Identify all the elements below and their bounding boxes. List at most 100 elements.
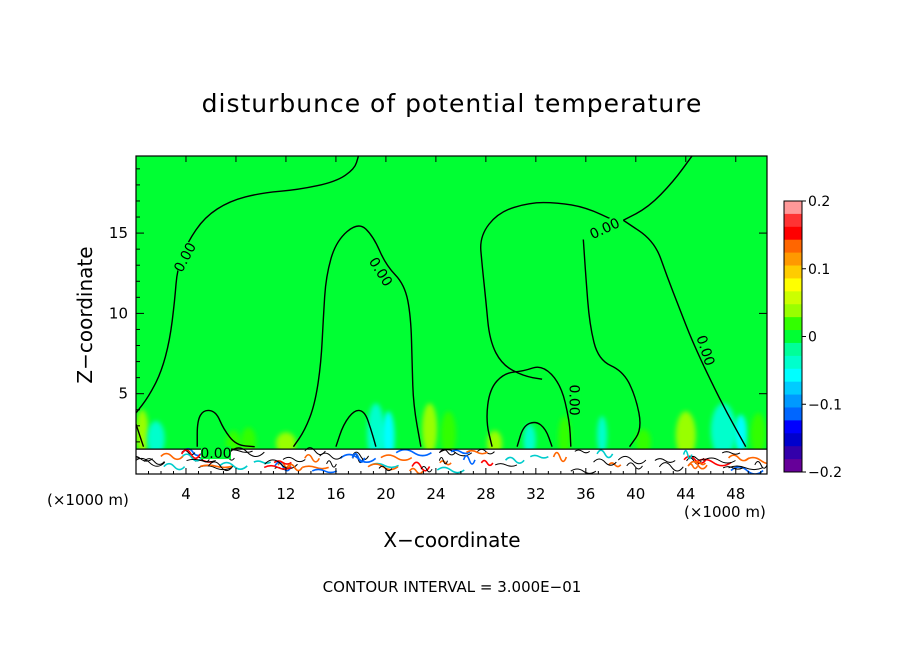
colorbar-swatch <box>784 317 802 331</box>
surface-contour <box>282 456 306 463</box>
surface-contour <box>596 449 614 459</box>
surface-contour <box>450 449 471 455</box>
zero-contour <box>196 409 255 448</box>
chart-title: disturbunce of potential temperature <box>202 89 703 118</box>
colorbar-tick-label: 0 <box>808 330 817 346</box>
surface-contour <box>264 459 298 470</box>
x-tick-label: 4 <box>181 485 191 503</box>
surface-contour <box>754 461 767 469</box>
x-tick-label: 8 <box>231 485 241 503</box>
colorbar-swatch <box>784 252 802 267</box>
colorbar-swatch <box>784 342 802 357</box>
surface-contour <box>263 464 292 470</box>
surface-contour <box>721 451 741 455</box>
colorbar-swatch <box>784 381 802 396</box>
colorbar-swatch <box>784 368 802 383</box>
colorbar-swatch <box>784 304 802 318</box>
x-tick-label: 40 <box>626 485 645 503</box>
zero-contour <box>622 219 747 448</box>
x-tick-label: 32 <box>526 485 545 503</box>
zero-contour <box>480 201 618 380</box>
x-tick-label: 28 <box>476 485 495 503</box>
surface-contour <box>552 451 568 463</box>
x-tick-label: 44 <box>676 485 695 503</box>
surface-contour <box>438 457 448 465</box>
surface-contour <box>722 466 743 470</box>
colorbar: 0.2 0.1 0 −0.1 −0.2 <box>783 194 842 481</box>
anomaly-blob <box>136 409 149 455</box>
colorbar-swatch <box>784 459 802 473</box>
x-tick-label: 48 <box>726 485 745 503</box>
surface-contour <box>219 461 248 470</box>
surface-contour <box>682 449 693 460</box>
surface-contour <box>477 448 495 455</box>
colorbar-tick-label: 0.1 <box>808 262 830 278</box>
surface-contour <box>574 449 590 454</box>
anomaly-blob <box>675 411 696 460</box>
colorbar-swatch <box>784 407 802 421</box>
anomaly-blob <box>558 416 571 458</box>
zero-contour <box>582 239 641 448</box>
surface-contour <box>494 463 518 467</box>
surface-contour <box>439 448 457 456</box>
surface-contour <box>529 454 549 459</box>
x-axis-label: X−coordinate <box>383 528 520 552</box>
colorbar-swatch <box>784 201 802 215</box>
surface-contour <box>253 460 272 465</box>
surface-contour <box>439 460 452 466</box>
surface-contour <box>626 462 643 470</box>
surface-contour <box>683 455 707 465</box>
zero-contour <box>136 423 145 447</box>
surface-contour <box>163 462 186 471</box>
contour-label-text: 0.00 <box>200 446 231 462</box>
x-tick-label: 24 <box>426 485 445 503</box>
surface-contour <box>136 457 166 467</box>
y-axis: 5 10 15 <box>109 168 767 459</box>
zero-contour <box>486 366 572 447</box>
x-unit-left: (×1000 m) <box>47 491 129 509</box>
surface-contour <box>617 455 647 465</box>
colorbar-swatch <box>784 291 802 305</box>
surface-contour <box>593 458 617 466</box>
colorbar-swatch <box>784 226 802 241</box>
surface-contour <box>311 468 338 474</box>
surface-contour <box>301 465 329 470</box>
colorbar-swatch <box>784 446 802 460</box>
surface-contour <box>570 468 597 474</box>
plot-area: 0.00 0.000.000.000.000.00 <box>136 156 767 474</box>
contour-interval-note: CONTOUR INTERVAL = 3.000E−01 <box>323 578 582 596</box>
surface-contour <box>654 458 676 463</box>
surface-contour <box>694 460 707 466</box>
surface-contour <box>466 449 488 455</box>
surface-contour <box>200 464 233 469</box>
x-tick-label: 16 <box>326 485 345 503</box>
zero-contour <box>622 156 693 221</box>
surface-contour <box>160 452 184 461</box>
y-tick-label: 5 <box>118 385 128 403</box>
surface-contour <box>186 458 216 463</box>
colorbar-swatch <box>784 213 802 228</box>
zero-contour <box>516 421 553 447</box>
surface-contour <box>143 458 165 465</box>
y-axis-label: Z−coordinate <box>73 246 97 383</box>
surface-contour <box>688 460 708 470</box>
contour-label: 0.00 <box>200 446 232 462</box>
anomaly-blob <box>440 411 456 457</box>
surface-contour <box>339 453 377 463</box>
colorbar-swatch <box>784 394 802 408</box>
colorbar-swatch <box>784 420 802 434</box>
surface-contour <box>480 459 494 467</box>
surface-contour <box>436 466 465 474</box>
surface-contour <box>351 451 370 461</box>
surface-contour <box>207 461 234 472</box>
colorbar-tick-label: 0.2 <box>808 194 830 210</box>
anomaly-blob <box>635 429 651 455</box>
surface-contour <box>180 449 201 460</box>
contour-label-text: 0.00 <box>566 385 582 416</box>
surface-contour <box>304 453 321 463</box>
y-tick-label: 10 <box>109 304 128 322</box>
surface-contour <box>304 447 326 456</box>
colorbar-swatch <box>784 330 802 344</box>
surface-contour <box>703 457 736 464</box>
colorbar-swatch <box>784 239 802 254</box>
